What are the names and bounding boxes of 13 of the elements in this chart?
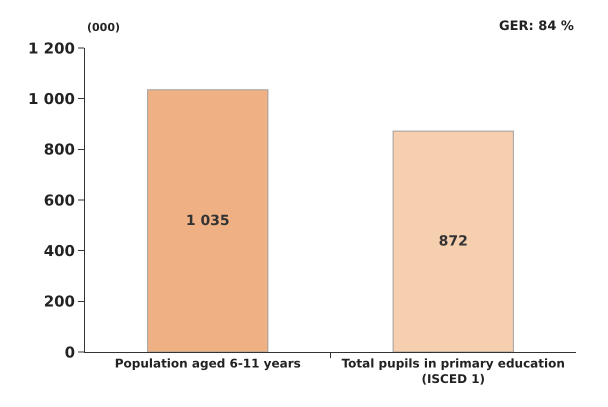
y-tick-label: 0 [64,343,75,362]
y-tick-label: 1 000 [28,90,75,108]
y-tick-label: 600 [44,191,75,210]
data-label: 872 [438,234,468,250]
text: GER: 84 % [499,19,574,34]
text: (000) [87,21,120,34]
y-tick-label: 1 200 [28,39,75,58]
y-tick-label: 400 [44,242,75,260]
x-tick-label: Total pupils in primary education (ISCED 1) [342,356,565,386]
y-tick-label: 800 [44,140,75,159]
data-label: 1 035 [186,212,230,229]
y-tick-label: 200 [44,292,75,311]
x-tick-label: Population aged 6-11 years [114,356,301,370]
